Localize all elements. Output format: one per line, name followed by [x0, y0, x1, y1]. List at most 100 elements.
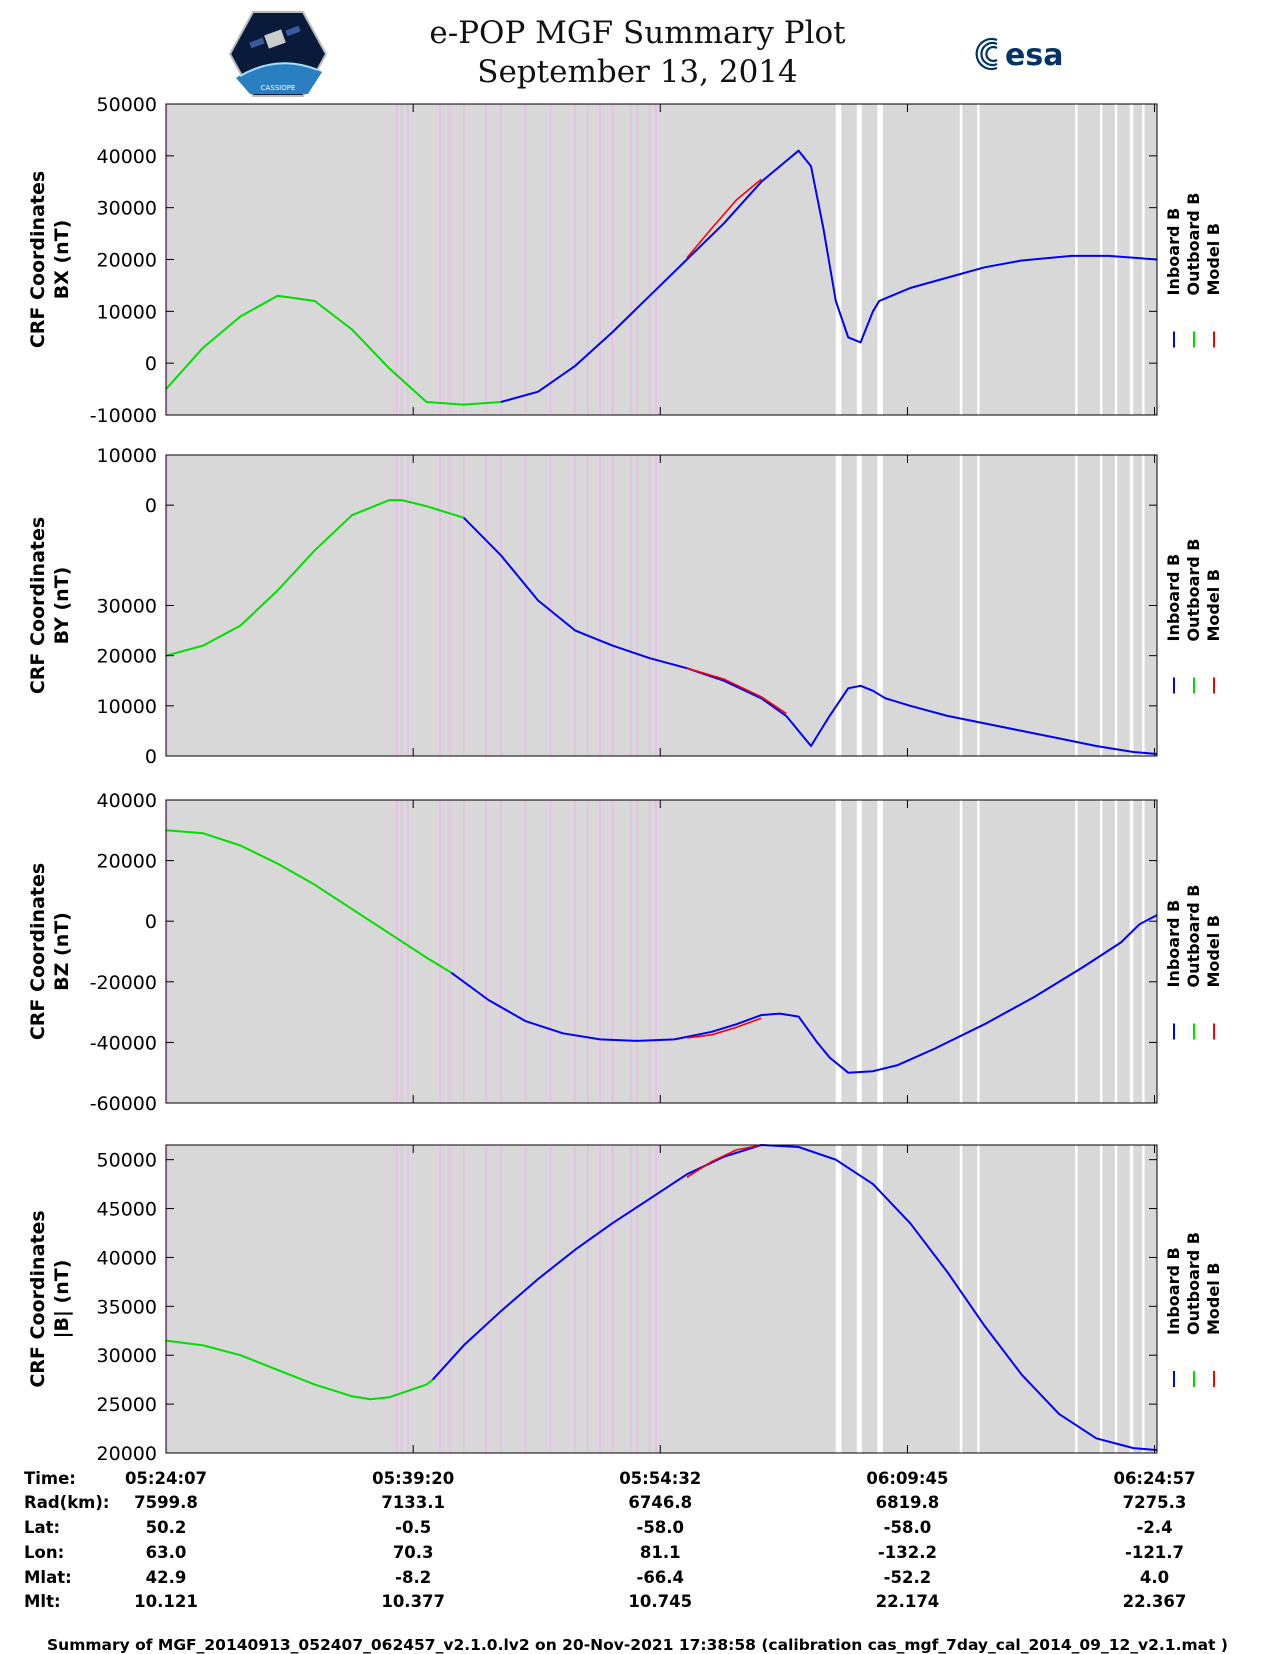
data-gap-band: [1142, 1145, 1145, 1453]
data-gap-band: [959, 1145, 963, 1453]
y-tick-label: 40000: [97, 790, 157, 812]
info-cell: 7133.1: [381, 1493, 445, 1512]
info-cell: 10.121: [134, 1592, 198, 1611]
data-gap-band: [977, 104, 980, 415]
y-tick-label: 35000: [97, 1296, 157, 1318]
info-cell: 63.0: [146, 1543, 187, 1562]
data-gap-band: [856, 800, 862, 1103]
panel-frame: [165, 1144, 1158, 1454]
y-tick-label: 40000: [97, 146, 157, 168]
y-tick-label: 0: [145, 911, 157, 933]
info-cell: 06:09:45: [866, 1469, 948, 1488]
y-tick-label: 45000: [97, 1199, 157, 1221]
info-cell: -66.4: [636, 1568, 684, 1587]
data-gap-band: [877, 104, 883, 415]
y-tick-label: 20000: [97, 250, 157, 272]
outboard-b-series: [165, 294, 501, 406]
info-cell: 7599.8: [134, 1493, 198, 1512]
model-b-series: [686, 1144, 762, 1178]
legend-outboard-b: Outboard B: [1184, 539, 1203, 642]
info-cell: 22.174: [876, 1592, 940, 1611]
info-cell: 81.1: [640, 1543, 681, 1562]
data-gap-band: [959, 455, 963, 756]
legend-model-b: Model B: [1204, 223, 1223, 295]
y-tick-label: -10000: [90, 405, 157, 427]
data-gap-band: [1129, 1145, 1134, 1453]
y-tick-label: 50000: [97, 94, 157, 116]
y-tick-label: 10000: [97, 301, 157, 323]
data-gap-band: [959, 104, 963, 415]
data-gap-band: [856, 1145, 862, 1453]
info-cell: -2.4: [1136, 1518, 1172, 1537]
data-gap-band: [835, 104, 842, 415]
data-gap-band: [1129, 800, 1134, 1103]
info-cell: -58.0: [636, 1518, 684, 1537]
info-cell: 22.367: [1123, 1592, 1187, 1611]
data-gap-band: [959, 800, 963, 1103]
info-cell: 6746.8: [628, 1493, 692, 1512]
data-gap-band: [1114, 455, 1118, 756]
info-row-label: Lon:: [24, 1543, 64, 1562]
data-gap-band: [1099, 1145, 1103, 1453]
info-cell: 06:24:57: [1113, 1469, 1195, 1488]
y-tick-label: -20000: [90, 972, 157, 994]
y-tick-label: 25000: [97, 1394, 157, 1416]
svg-text:esa: esa: [1005, 38, 1063, 73]
inboard-b-series: [450, 914, 1158, 1074]
data-gap-band: [1075, 104, 1078, 415]
data-gap-band: [1114, 800, 1118, 1103]
model-b-series: [686, 178, 762, 259]
y-tick-label: 50000: [97, 1150, 157, 1172]
legend-inboard-b: Inboard B: [1164, 900, 1183, 988]
panel-3: -60000 -40000 -20000 0 20000 40000 CRF Coordin…: [27, 790, 1223, 1115]
svg-text:CASSIOPE: CASSIOPE: [261, 84, 296, 92]
panel-1: -10000 0 10000 20000 30000 40000 50000 CRF Coor…: [27, 94, 1223, 427]
orbit-info-table: Time: Rad(km): Lat: Lon: Mlat: Mlt: 05:24:07 75…: [24, 1469, 1196, 1611]
info-cell: 10.745: [628, 1592, 692, 1611]
y-axis-label: BX (nT): [51, 220, 73, 300]
data-gap-band: [1099, 455, 1103, 756]
y-tick-label: 0: [145, 353, 157, 375]
panel-frame: [165, 799, 1158, 1104]
legend-model-b: Model B: [1204, 1263, 1223, 1335]
data-gap-band: [1129, 455, 1134, 756]
model-b-series: [686, 1017, 762, 1039]
y-tick-label: 20000: [97, 646, 157, 668]
info-cell: 7275.3: [1123, 1493, 1187, 1512]
data-gap-band: [977, 1145, 980, 1453]
info-cell: -0.5: [395, 1518, 431, 1537]
data-gap-band: [977, 800, 980, 1103]
outboard-b-series: [165, 499, 464, 657]
panel-background: [166, 455, 1157, 756]
y-axis-label: BY (nT): [51, 567, 73, 645]
legend-model-b: Model B: [1204, 569, 1223, 641]
info-cell: -58.0: [884, 1518, 932, 1537]
info-cell: -121.7: [1125, 1543, 1184, 1562]
cassiope-mission-logo: CASSIOPE: [228, 10, 328, 98]
y-tick-label: 20000: [97, 1443, 157, 1465]
info-cell: 05:24:07: [125, 1469, 207, 1488]
info-cell: -52.2: [884, 1568, 932, 1587]
plot-date: September 13, 2014: [477, 54, 798, 90]
info-cell: 4.0: [1140, 1568, 1169, 1587]
y-tick-label: 30000: [97, 1345, 157, 1367]
y-axis-label: CRF Coordinates: [27, 171, 49, 348]
data-gap-band: [1075, 1145, 1078, 1453]
data-gap-band: [1142, 800, 1145, 1103]
data-gap-band: [1099, 104, 1103, 415]
y-tick-label: 40000: [97, 1247, 157, 1269]
data-gap-band: [877, 1145, 883, 1453]
data-gap-band: [835, 1145, 842, 1453]
info-row-label: Mlat:: [24, 1568, 72, 1587]
info-cell: 42.9: [146, 1568, 187, 1587]
legend-inboard-b: Inboard B: [1164, 208, 1183, 296]
y-tick-label: 10000: [97, 696, 157, 718]
y-tick-label: 10000: [97, 445, 157, 467]
y-axis-label: |B| (nT): [51, 1260, 73, 1339]
legend-inboard-b: Inboard B: [1164, 554, 1183, 642]
info-row-label: Mlt:: [24, 1592, 61, 1611]
inboard-b-series: [500, 149, 1158, 403]
y-tick-label: 20000: [97, 851, 157, 873]
y-axis-label: CRF Coordinates: [27, 1210, 49, 1387]
